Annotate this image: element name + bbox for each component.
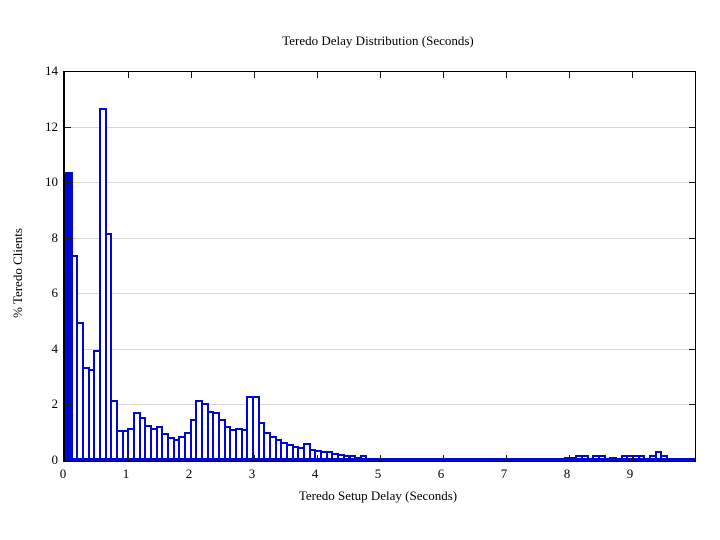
y-tick-left [65, 348, 71, 350]
x-tick-top [569, 72, 570, 78]
gridline-y-4 [65, 348, 695, 350]
x-tick-label: 0 [59, 466, 67, 481]
x-tick-bottom [254, 455, 255, 461]
y-tick-label: 0 [51, 452, 59, 467]
y-tick-left [65, 293, 71, 295]
y-tick-label: 6 [51, 285, 59, 301]
y-tick-left [65, 237, 71, 239]
x-axis-label: Teredo Setup Delay (Seconds) [298, 488, 458, 503]
y-tick-left [65, 404, 71, 406]
x-tick-label: 4 [311, 466, 319, 481]
x-tick-top [506, 72, 507, 78]
y-tick-label: 8 [51, 229, 59, 245]
histogram-bar [104, 233, 113, 461]
x-tick-bottom [191, 455, 192, 461]
y-tick-label: 14 [45, 63, 58, 78]
y-tick-label: 12 [45, 118, 58, 134]
x-tick-bottom [443, 455, 444, 461]
x-tick-label: 5 [374, 466, 382, 481]
x-tick-bottom [506, 455, 507, 461]
y-tick-right [689, 293, 695, 295]
chart-title: Teredo Delay Distribution (Seconds) [282, 33, 474, 48]
y-tick-left [65, 182, 71, 184]
x-tick-top [254, 72, 255, 78]
x-tick-top [128, 72, 129, 78]
y-tick-left [65, 126, 71, 128]
x-tick-label: 9 [626, 466, 634, 481]
x-tick-label: 1 [122, 466, 130, 481]
y-tick-label: 2 [51, 396, 59, 412]
x-tick-label: 3 [248, 466, 256, 481]
gridline-y-12 [65, 126, 695, 128]
x-tick-top [632, 72, 633, 78]
y-tick-label: 10 [45, 174, 58, 190]
x-tick-bottom [380, 455, 381, 461]
x-tick-top [443, 72, 444, 78]
gridline-y-2 [65, 404, 695, 406]
y-tick-right [689, 126, 695, 128]
x-tick-label: 7 [500, 466, 508, 481]
gridline-y-6 [65, 293, 695, 295]
y-tick-label: 4 [51, 340, 59, 356]
y-tick-right [689, 348, 695, 350]
x-tick-top [380, 72, 381, 78]
x-tick-label: 6 [437, 466, 445, 481]
x-tick-bottom [632, 455, 633, 461]
x-tick-bottom [317, 455, 318, 461]
x-tick-bottom [128, 455, 129, 461]
y-tick-right [689, 404, 695, 406]
x-tick-top [191, 72, 192, 78]
gridline-y-8 [65, 237, 695, 239]
x-tick-bottom [569, 455, 570, 461]
y-tick-right [689, 237, 695, 239]
x-tick-top [317, 72, 318, 78]
y-tick-right [689, 182, 695, 184]
x-tick-label: 2 [185, 466, 193, 481]
y-axis-label: % Teredo Clients [10, 228, 25, 318]
gridline-y-10 [65, 182, 695, 184]
plot-area [63, 71, 696, 462]
x-tick-label: 8 [563, 466, 571, 481]
